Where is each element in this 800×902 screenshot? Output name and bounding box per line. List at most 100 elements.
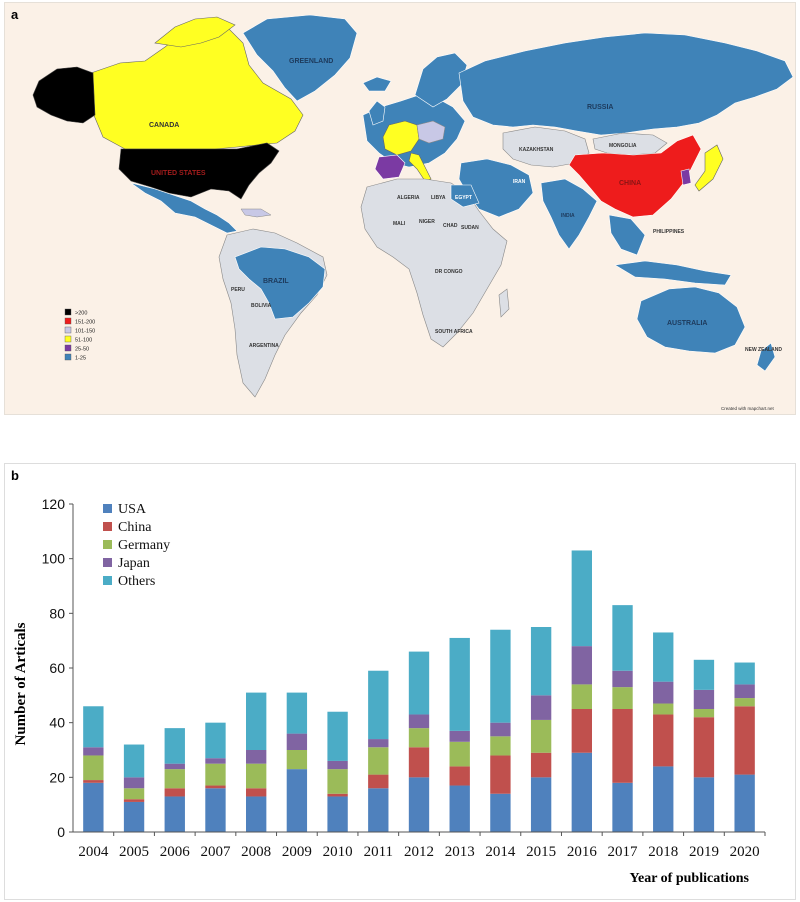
legend-label-germany: Germany (118, 538, 170, 553)
map-legend-label: 51-100 (75, 338, 92, 344)
map-legend: >200 151-200 101-150 51-100 25-50 1-25 (64, 308, 95, 362)
country-usa (118, 142, 280, 200)
label-china: CHINA (619, 180, 641, 187)
y-tick-label: 60 (49, 660, 65, 676)
label-canada: CANADA (149, 122, 179, 129)
region-southeast-asia (608, 214, 646, 256)
map-legend-swatch (64, 317, 72, 325)
x-tick-label: 2009 (282, 844, 312, 860)
country-usa-alaska (32, 66, 96, 124)
bar-segment-china-2012 (408, 747, 430, 778)
x-tick-label: 2010 (323, 844, 353, 860)
bar-segment-germany-2012 (408, 728, 430, 748)
label-philippines: PHILIPPINES (653, 229, 685, 235)
stacked-bar-chart-panel: 0 20 40 60 80 100 120 2004 2005 2006 2007 2008 2009… (4, 463, 796, 900)
label-bolivia: BOLIVIA (251, 303, 272, 309)
bar-segment-germany-2011 (368, 747, 389, 775)
bar-segment-china-2013 (449, 766, 470, 786)
bar-segment-japan-2019 (693, 689, 715, 709)
bar-segment-japan-2012 (408, 714, 430, 729)
bar-segment-japan-2020 (734, 684, 755, 699)
bar-segment-germany-2013 (449, 741, 470, 767)
label-newzealand: NEW ZEALAND (745, 347, 782, 353)
bar-segment-usa-2008 (246, 796, 267, 832)
bar-segment-china-2018 (653, 714, 674, 767)
label-argentina: ARGENTINA (249, 343, 279, 349)
bar-segment-japan-2006 (164, 763, 185, 770)
y-tick-label: 20 (49, 769, 65, 785)
bar-segment-china-2006 (164, 788, 185, 797)
country-egypt (450, 184, 480, 208)
country-greenland (242, 14, 358, 102)
map-legend-swatch (64, 308, 72, 316)
bar-segment-others-2018 (653, 632, 674, 682)
bar-segment-usa-2019 (693, 777, 715, 832)
map-credit: Created with mapchart.net (721, 406, 775, 411)
bar-segment-china-2016 (571, 709, 592, 753)
bar-segment-china-2008 (246, 788, 267, 797)
country-korea (680, 168, 692, 186)
country-japan (694, 144, 724, 192)
country-france-germany (382, 120, 420, 156)
world-map: GREENLAND CANADA UNITED STATES RUSSIA KA… (32, 14, 794, 411)
bar-segment-usa-2011 (368, 788, 389, 832)
panel-a-label: a (11, 7, 19, 22)
bar-segment-usa-2012 (408, 777, 430, 832)
label-iran: IRAN (513, 179, 526, 185)
label-libya: LIBYA (431, 195, 446, 201)
label-greenland: GREENLAND (289, 58, 333, 65)
canada-islands (154, 16, 236, 48)
region-scandinavia (414, 52, 468, 108)
label-chad: CHAD (443, 223, 458, 229)
x-tick-label: 2018 (648, 844, 678, 860)
bar-segment-japan-2008 (246, 750, 267, 764)
stacked-bar-chart: 0 20 40 60 80 100 120 2004 2005 2006 2007 2008 2009… (13, 496, 766, 886)
panel-b-label: b (11, 468, 19, 483)
bar-segment-china-2010 (327, 793, 348, 797)
x-tick-label: 2014 (485, 844, 516, 860)
x-axis-title: Year of publications (629, 871, 749, 886)
bar-segment-usa-2015 (530, 777, 552, 832)
bar-segment-china-2019 (693, 717, 715, 778)
bar-segment-others-2012 (408, 651, 430, 715)
map-legend-swatch (64, 353, 72, 361)
bar-segment-others-2009 (286, 692, 308, 734)
bar-segment-germany-2010 (327, 769, 348, 794)
bar-segment-usa-2010 (327, 796, 348, 832)
bar-segment-usa-2009 (286, 769, 308, 832)
bar-segment-usa-2020 (734, 774, 755, 832)
bar-segment-germany-2018 (653, 703, 674, 715)
bar-segment-germany-2004 (83, 755, 104, 781)
bar-segment-china-2005 (123, 799, 145, 802)
bar-segment-china-2017 (612, 709, 633, 783)
bar-segment-china-2007 (205, 785, 226, 789)
country-iceland (362, 76, 392, 92)
legend-label-others: Others (118, 574, 155, 589)
x-tick-label: 2011 (364, 844, 393, 860)
country-madagascar (498, 288, 510, 318)
y-tick-label: 80 (49, 605, 65, 621)
bar-segment-japan-2015 (530, 695, 552, 720)
country-russia (458, 32, 794, 136)
x-tick-label: 2006 (160, 844, 191, 860)
legend-label-usa: USA (118, 502, 147, 517)
bar-segment-germany-2016 (571, 684, 592, 709)
x-tick-label: 2004 (78, 844, 109, 860)
map-legend-label: 1-25 (75, 356, 86, 362)
bar-segment-japan-2016 (571, 646, 592, 685)
x-tick-label: 2019 (689, 844, 719, 860)
bars (83, 550, 755, 832)
bar-segment-germany-2017 (612, 687, 633, 709)
y-tick-label: 100 (42, 551, 66, 567)
country-india (540, 178, 598, 250)
label-southafrica: SOUTH AFRICA (435, 329, 473, 335)
bar-segment-germany-2006 (164, 769, 185, 789)
legend-swatch-germany (103, 540, 112, 549)
bar-segment-japan-2011 (368, 739, 389, 748)
map-legend-label: >200 (75, 311, 87, 317)
bar-segment-others-2015 (530, 627, 552, 696)
map-legend-label: 151-200 (75, 320, 95, 326)
bar-segment-others-2008 (246, 692, 267, 750)
label-algeria: ALGERIA (397, 195, 420, 201)
region-central-europe (416, 120, 446, 144)
